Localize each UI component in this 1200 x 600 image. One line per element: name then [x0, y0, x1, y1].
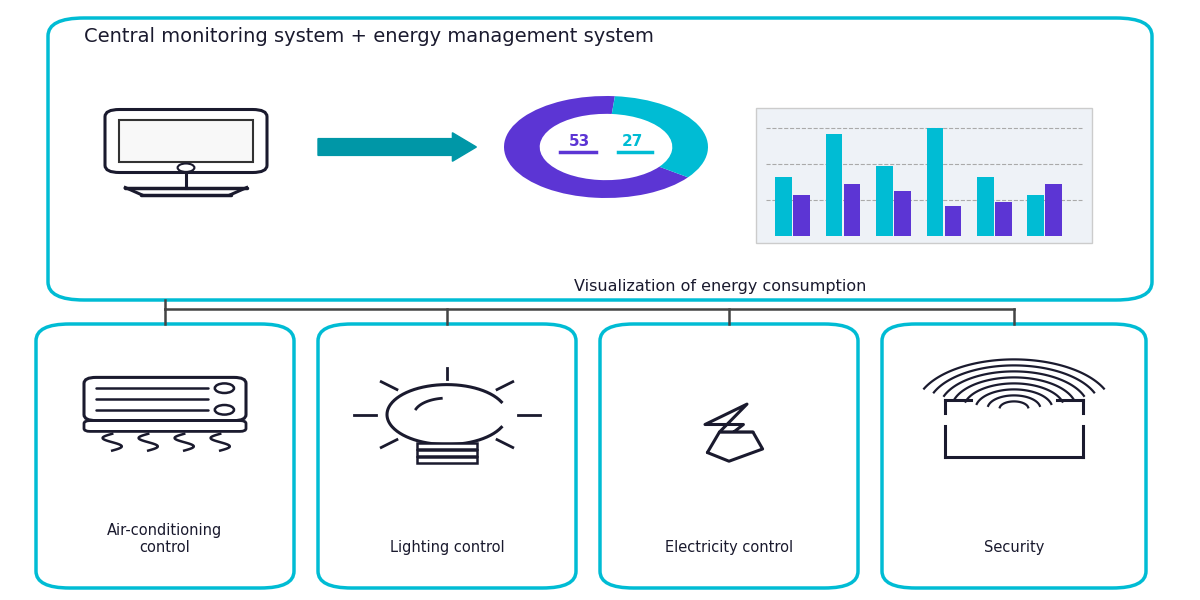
- Circle shape: [178, 163, 194, 172]
- Bar: [793, 195, 810, 236]
- Bar: [944, 206, 961, 236]
- Bar: [926, 128, 943, 236]
- FancyBboxPatch shape: [48, 18, 1152, 300]
- FancyBboxPatch shape: [106, 109, 266, 173]
- Bar: [418, 443, 476, 449]
- FancyBboxPatch shape: [36, 324, 294, 588]
- FancyBboxPatch shape: [120, 119, 253, 162]
- Text: 27: 27: [622, 133, 643, 148]
- FancyArrow shape: [318, 133, 476, 161]
- Bar: [894, 191, 911, 236]
- FancyBboxPatch shape: [600, 324, 858, 588]
- Bar: [844, 184, 860, 236]
- FancyBboxPatch shape: [756, 108, 1092, 243]
- Bar: [1027, 195, 1044, 236]
- Circle shape: [215, 405, 234, 415]
- Bar: [418, 457, 476, 463]
- Circle shape: [215, 383, 234, 393]
- Polygon shape: [706, 404, 754, 452]
- Text: Electricity control: Electricity control: [665, 540, 793, 555]
- Text: Security: Security: [984, 540, 1044, 555]
- Bar: [977, 177, 994, 236]
- FancyBboxPatch shape: [84, 377, 246, 421]
- Text: Lighting control: Lighting control: [390, 540, 504, 555]
- Bar: [826, 134, 842, 236]
- Bar: [876, 166, 893, 236]
- Text: Air-conditioning
control: Air-conditioning control: [107, 523, 223, 555]
- Text: 53: 53: [569, 133, 590, 148]
- Bar: [995, 202, 1012, 236]
- Wedge shape: [504, 96, 688, 198]
- Polygon shape: [708, 432, 763, 461]
- Bar: [775, 177, 792, 236]
- Bar: [1045, 184, 1062, 236]
- FancyBboxPatch shape: [318, 324, 576, 588]
- FancyBboxPatch shape: [882, 324, 1146, 588]
- Wedge shape: [612, 96, 708, 178]
- Text: Visualization of energy consumption: Visualization of energy consumption: [574, 279, 866, 294]
- Text: Central monitoring system + energy management system: Central monitoring system + energy manag…: [84, 27, 654, 46]
- Bar: [418, 450, 476, 455]
- FancyBboxPatch shape: [84, 421, 246, 431]
